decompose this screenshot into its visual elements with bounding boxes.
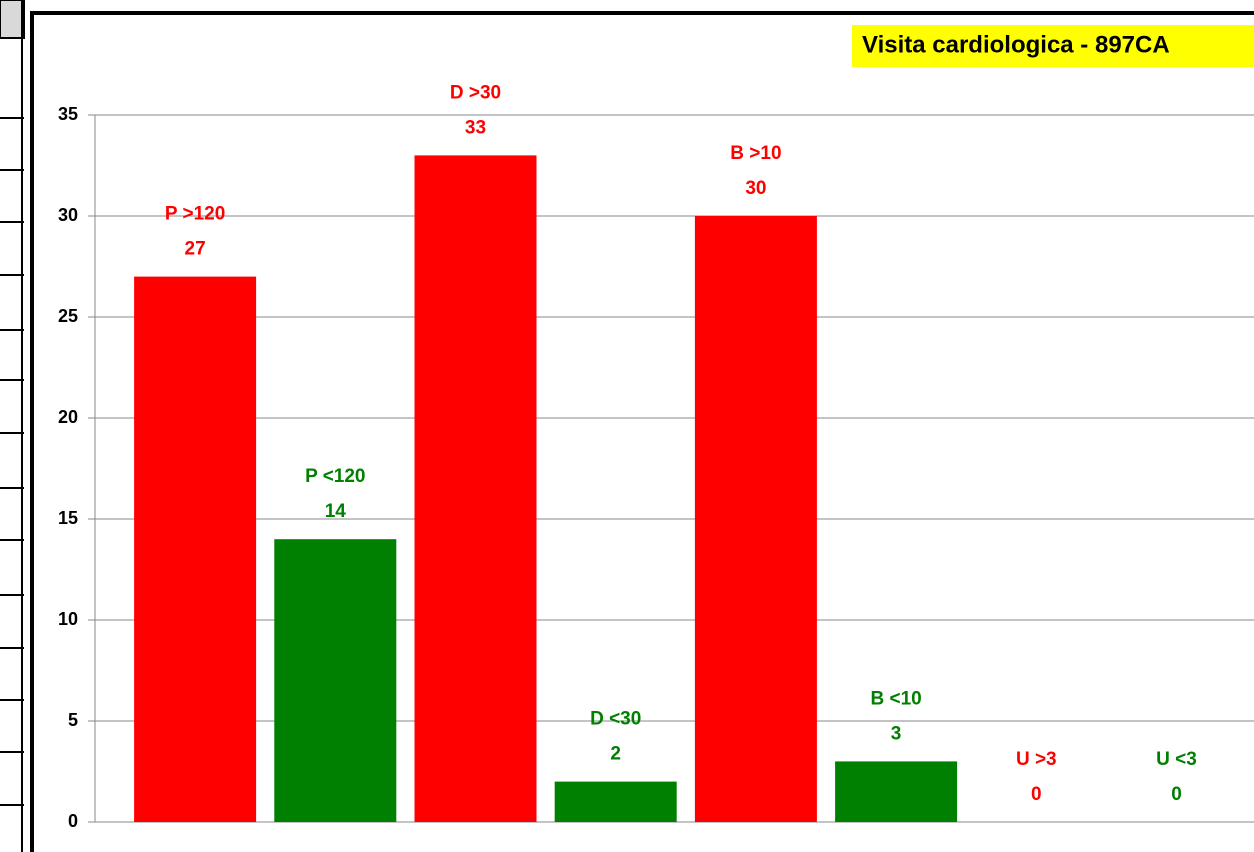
bar [835,761,958,822]
value-label: 0 [1171,784,1182,805]
bar [134,276,257,823]
bar [414,155,537,822]
category-label: U >3 [1016,749,1057,770]
value-label: 3 [891,723,902,744]
side-table [0,0,25,852]
y-tick-label: 10 [58,609,78,629]
category-label: P <120 [305,466,365,487]
category-label: P >120 [165,204,225,225]
y-tick-label: 30 [58,205,78,225]
y-tick-label: 35 [58,104,78,124]
value-label: 0 [1031,784,1042,805]
chart-title: Visita cardiologica - 897CA [862,31,1170,58]
bar [274,539,397,822]
value-label: 30 [745,178,766,199]
category-label: U <3 [1156,749,1197,770]
title-box [852,25,1254,67]
side-header [0,0,25,39]
value-label: 33 [465,117,486,138]
y-tick-label: 25 [58,306,78,326]
category-label: D <30 [590,709,641,730]
bar [554,781,677,822]
value-label: 14 [325,501,347,522]
y-tick-label: 0 [68,811,78,831]
bar [694,216,817,822]
y-tick-label: 5 [68,710,78,730]
value-label: 27 [185,239,206,260]
category-label: D >30 [450,82,501,103]
value-label: 2 [610,744,621,765]
y-tick-label: 15 [58,508,78,528]
category-label: B >10 [730,143,781,164]
y-tick-label: 20 [58,407,78,427]
category-label: B <10 [870,688,921,709]
